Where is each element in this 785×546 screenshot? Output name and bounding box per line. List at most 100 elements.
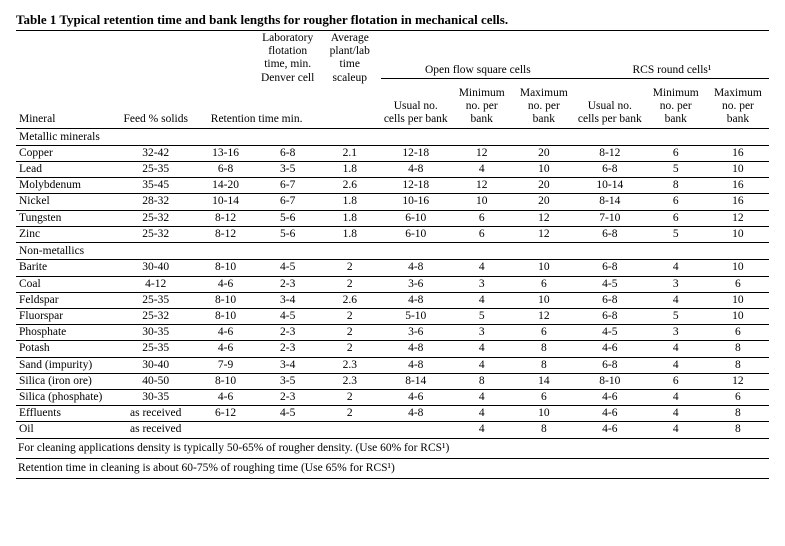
table-row: Molybdenum35-4514-206-72.612-18122010-14… [16,178,769,194]
cell-open-min: 3 [451,325,513,341]
cell-open-max: 10 [513,161,575,177]
cell-open-usual: 4-6 [381,390,451,406]
cell-mineral: Molybdenum [16,178,117,194]
cell-avg: 2 [319,276,381,292]
cell-open-usual: 3-6 [381,276,451,292]
col-feed: Feed % solids [117,86,195,128]
cell-open-usual: 4-8 [381,260,451,276]
cell-mineral: Potash [16,341,117,357]
table-row: Effluentsas received6-124-524-84104-648 [16,406,769,422]
cell-open-min: 4 [451,357,513,373]
cell-ret: 7-9 [195,357,257,373]
header-row-groups: Laboratory flotation time, min. Denver c… [16,31,769,79]
cell-feed: 28-32 [117,194,195,210]
footnote-1: For cleaning applications density is typ… [16,438,769,458]
cell-lab: 2-3 [257,341,319,357]
cell-ret: 8-10 [195,260,257,276]
cell-avg: 2.3 [319,357,381,373]
cell-rcs-min: 3 [645,276,707,292]
cell-lab: 6-8 [257,145,319,161]
cell-rcs-min: 8 [645,178,707,194]
cell-ret: 13-16 [195,145,257,161]
cell-mineral: Nickel [16,194,117,210]
section-row: Non-metallics [16,243,769,260]
cell-rcs-max: 12 [707,210,769,226]
cell-feed: 25-35 [117,161,195,177]
table-row: Sand (impurity)30-407-93-42.34-8486-848 [16,357,769,373]
col-open-usual: Usual no. cells per bank [381,86,451,128]
cell-avg: 2 [319,260,381,276]
cell-open-min: 4 [451,292,513,308]
cell-rcs-max: 10 [707,292,769,308]
cell-open-min: 10 [451,194,513,210]
col-lab: Laboratory flotation time, min. Denver c… [257,31,319,86]
cell-rcs-max: 8 [707,406,769,422]
col-rcs-group: RCS round cells¹ [575,31,769,79]
cell-ret: 8-10 [195,308,257,324]
cell-rcs-usual: 4-6 [575,390,645,406]
cell-lab: 2-3 [257,325,319,341]
cell-rcs-min: 6 [645,373,707,389]
cell-avg: 2 [319,390,381,406]
cell-mineral: Lead [16,161,117,177]
cell-rcs-max: 10 [707,226,769,242]
cell-ret: 8-10 [195,292,257,308]
cell-mineral: Effluents [16,406,117,422]
cell-rcs-min: 6 [645,194,707,210]
cell-rcs-usual: 6-8 [575,357,645,373]
cell-lab: 6-7 [257,194,319,210]
cell-rcs-max: 16 [707,194,769,210]
cell-feed: 4-12 [117,276,195,292]
col-mineral: Mineral [16,86,117,128]
cell-rcs-usual: 4-6 [575,341,645,357]
cell-feed: as received [117,406,195,422]
cell-open-usual: 10-16 [381,194,451,210]
header-row-spacer [16,78,769,85]
cell-ret: 10-14 [195,194,257,210]
section-row: Metallic minerals [16,128,769,145]
cell-feed: as received [117,422,195,438]
cell-feed: 25-35 [117,292,195,308]
cell-avg: 2 [319,341,381,357]
cell-open-max: 10 [513,292,575,308]
cell-feed: 40-50 [117,373,195,389]
cell-avg: 2 [319,325,381,341]
cell-lab: 4-5 [257,406,319,422]
col-open-min: Minimum no. per bank [451,86,513,128]
cell-rcs-usual: 6-8 [575,292,645,308]
cell-rcs-usual: 4-5 [575,276,645,292]
cell-rcs-max: 16 [707,178,769,194]
cell-avg: 2.1 [319,145,381,161]
cell-open-max: 20 [513,145,575,161]
cell-ret: 6-8 [195,161,257,177]
cell-open-max: 8 [513,357,575,373]
cell-open-min: 4 [451,161,513,177]
table-row: Phosphate30-354-62-323-6364-536 [16,325,769,341]
section-label: Non-metallics [16,243,769,260]
cell-rcs-max: 8 [707,422,769,438]
cell-lab: 5-6 [257,210,319,226]
cell-rcs-usual: 8-10 [575,373,645,389]
cell-feed: 32-42 [117,145,195,161]
cell-mineral: Silica (iron ore) [16,373,117,389]
cell-open-usual: 4-8 [381,357,451,373]
cell-open-usual [381,422,451,438]
cell-open-max: 8 [513,422,575,438]
cell-open-max: 10 [513,406,575,422]
cell-mineral: Tungsten [16,210,117,226]
cell-open-usual: 8-14 [381,373,451,389]
cell-open-max: 6 [513,325,575,341]
cell-rcs-max: 12 [707,373,769,389]
cell-rcs-min: 3 [645,325,707,341]
table-row: Potash25-354-62-324-8484-648 [16,341,769,357]
cell-rcs-min: 5 [645,161,707,177]
cell-mineral: Copper [16,145,117,161]
cell-ret [195,422,257,438]
cell-open-usual: 12-18 [381,145,451,161]
cell-rcs-usual: 6-8 [575,260,645,276]
cell-feed: 25-35 [117,341,195,357]
cell-open-min: 12 [451,145,513,161]
cell-rcs-max: 6 [707,390,769,406]
table-row: Fluorspar25-328-104-525-105126-8510 [16,308,769,324]
cell-open-min: 4 [451,341,513,357]
